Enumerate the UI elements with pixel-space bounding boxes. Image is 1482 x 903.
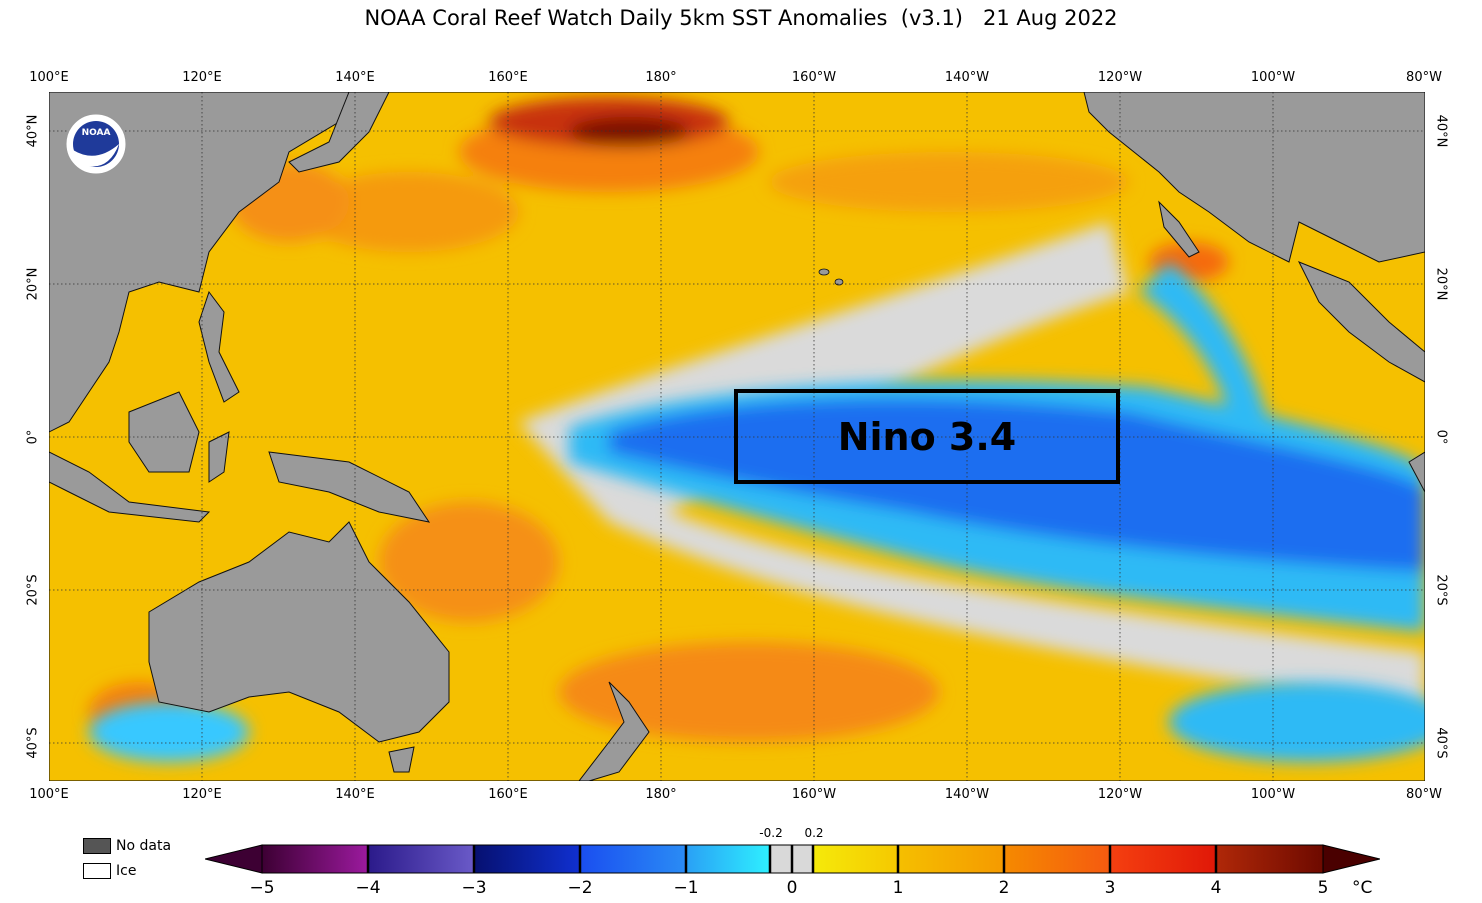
south-america-landmass <box>1408 451 1425 493</box>
lon-label: 120°E <box>182 787 222 802</box>
lon-label: 140°W <box>944 787 990 802</box>
lat-label: 40°S <box>1433 727 1449 759</box>
nino34-label: Nino 3.4 <box>838 415 1017 459</box>
new-zealand-landmass <box>578 681 650 781</box>
noaa-logo: NOAA <box>65 113 127 175</box>
lon-label: 160°E <box>488 70 528 85</box>
svg-text:NOAA: NOAA <box>82 128 111 138</box>
lat-label: 40°S <box>25 727 41 759</box>
baja-california-landmass <box>1158 200 1200 258</box>
central-america-landmass <box>1297 261 1425 383</box>
ice-label: Ice <box>116 863 137 879</box>
lon-label: 100°E <box>29 70 69 85</box>
lat-label: 20°S <box>25 574 41 606</box>
lat-label: 20°N <box>1433 267 1449 301</box>
colorbar-tick: 0 <box>786 878 798 898</box>
colorbar-neutral-low: -0.2 <box>759 826 783 840</box>
colorbar-tick: 1 <box>892 878 904 898</box>
colorbar-tick: −5 <box>249 878 275 898</box>
land-masses <box>49 92 1425 781</box>
lon-label: 140°E <box>335 70 375 85</box>
lat-label: 40°N <box>1433 114 1449 148</box>
hawaii-islands <box>818 268 844 286</box>
lon-label: 80°W <box>1406 787 1442 802</box>
lon-label: 80°W <box>1406 70 1442 85</box>
colorbar-tick: −1 <box>673 878 699 898</box>
no-data-label: No data <box>116 838 172 854</box>
lat-label: 0° <box>25 429 41 445</box>
map-title: NOAA Coral Reef Watch Daily 5km SST Anom… <box>364 6 1118 30</box>
colorbar-tick: 3 <box>1104 878 1116 898</box>
colorbar-tick: 4 <box>1210 878 1222 898</box>
tasmania-landmass <box>388 746 415 773</box>
lon-label: 100°E <box>29 787 69 802</box>
lon-label: 120°W <box>1097 787 1143 802</box>
sulawesi-landmass <box>208 431 230 483</box>
australia-landmass <box>148 521 450 743</box>
colorbar-tick: −3 <box>461 878 487 898</box>
colorbar-unit: °C <box>1352 878 1373 898</box>
colorbar-tick: −4 <box>355 878 381 898</box>
colorbar-neutral-high: 0.2 <box>804 826 824 840</box>
new-guinea-landmass <box>268 451 431 523</box>
colorbar-tick: −2 <box>567 878 593 898</box>
lat-label: 40°N <box>25 114 41 148</box>
colorbar-high-extend <box>1322 844 1380 874</box>
philippines-landmass <box>198 290 240 403</box>
lon-label: 180° <box>645 70 677 85</box>
lon-label: 120°W <box>1097 70 1143 85</box>
lon-label: 160°W <box>791 70 837 85</box>
lat-label: 20°S <box>1433 574 1449 606</box>
lon-label: 140°W <box>944 70 990 85</box>
nino34-region-box <box>734 389 1120 484</box>
sst-anomaly-map: Nino 3.4 NOAA <box>49 92 1425 781</box>
anomaly-colorbar <box>205 844 1380 874</box>
warm-anomaly-areas <box>89 97 1229 742</box>
lon-label: 120°E <box>182 70 222 85</box>
lon-label: 100°W <box>1250 787 1296 802</box>
colorbar-dividers <box>366 845 1218 873</box>
lat-label: 20°N <box>25 267 41 301</box>
no-data-swatch <box>83 838 111 854</box>
colorbar-tick: 2 <box>998 878 1010 898</box>
colorbar-low-extend <box>205 844 263 874</box>
lat-label: 0° <box>1433 429 1449 445</box>
borneo-landmass <box>128 391 200 473</box>
asia-landmass <box>49 92 350 433</box>
japan-landmass <box>288 92 390 173</box>
ice-swatch <box>83 863 111 879</box>
lon-label: 180° <box>645 787 677 802</box>
java-landmass <box>49 451 211 523</box>
lon-label: 140°E <box>335 787 375 802</box>
lon-label: 160°E <box>488 787 528 802</box>
cool-anomaly-tongue <box>89 262 1425 762</box>
legend-no-data: No data <box>83 838 171 854</box>
neutral-anomaly-band <box>519 222 1425 712</box>
lon-label: 100°W <box>1250 70 1296 85</box>
legend-ice: Ice <box>83 863 136 879</box>
colorbar-tick: 5 <box>1317 878 1329 898</box>
north-america-landmass <box>1083 92 1425 263</box>
lon-label: 160°W <box>791 787 837 802</box>
